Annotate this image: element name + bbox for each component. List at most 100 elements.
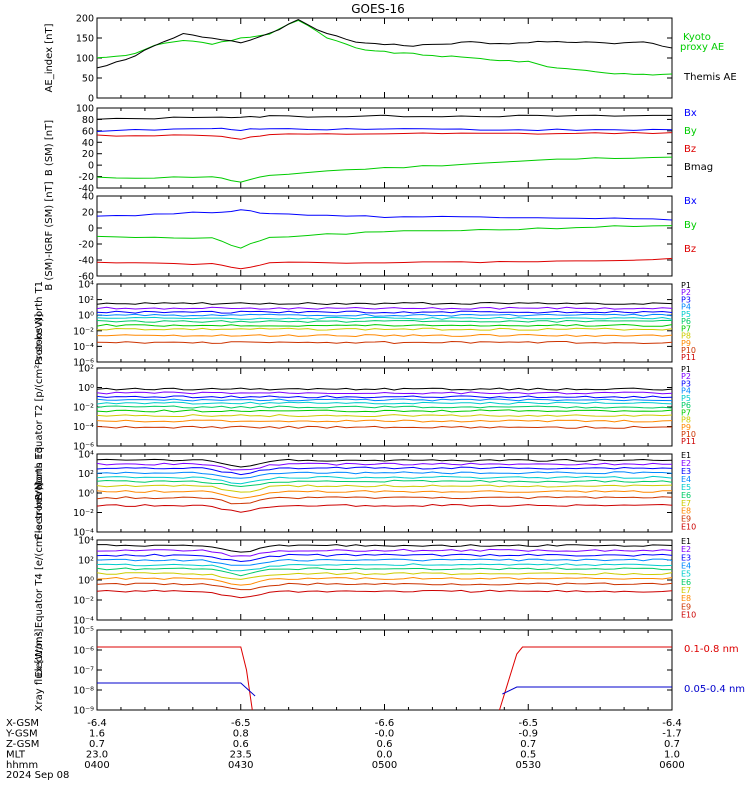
y-tick-label: 80: [82, 115, 94, 126]
row-value: 1.0: [664, 750, 680, 761]
y-axis-label: Electrons North T3: [34, 446, 45, 539]
row-value: -6.4: [87, 718, 107, 729]
flux-line: [96, 409, 673, 413]
y-tick-label: 10²: [78, 469, 94, 480]
panel-8: Xray flux [W/m²] 10⁻⁹ 10⁻⁸ 10⁻⁷ 10⁻⁶ 10⁻⁵ 0.1-…: [34, 626, 745, 717]
legend-proxy-ae: proxy AE: [680, 42, 724, 53]
channel-label: P10: [681, 346, 696, 355]
legend-entry: Bz: [684, 144, 696, 155]
flux-line: [96, 306, 673, 310]
flux-line: [96, 395, 673, 399]
channel-label: E4: [681, 561, 691, 570]
y-tick-label: 100: [76, 104, 94, 115]
channel-label: P2: [681, 288, 691, 297]
channel-label: P3: [681, 295, 691, 304]
flux-line: [96, 340, 673, 345]
y-tick-label: 10⁴: [78, 450, 94, 461]
legend-xray-long: 0.1-0.8 nm: [684, 644, 739, 655]
channel-label: E1: [681, 451, 691, 460]
legend-entry: By: [684, 220, 697, 231]
panel-3: B (SM)-IGRF (SM) [nT] -60 -40 -20 0 20 40 Bx By B…: [44, 181, 697, 290]
panel-frame: [96, 453, 673, 533]
channel-label: E1: [681, 537, 691, 546]
flux-line: [96, 471, 673, 479]
flux-line: [96, 391, 673, 395]
y-tick-label: 10⁰: [78, 311, 94, 322]
legend-entry: Bx: [684, 196, 697, 207]
channel-label: P1: [681, 281, 691, 290]
row-label: Y-GSM: [5, 729, 38, 740]
channel-label: E8: [681, 594, 691, 603]
y-tick-label: 10²: [78, 556, 94, 567]
channel-label: P8: [681, 416, 691, 425]
y-tick-label: 200: [76, 14, 94, 25]
legend-xray-short: 0.05-0.4 nm: [684, 684, 745, 695]
channel-label: E4: [681, 475, 691, 484]
y-tick-label: 10⁻⁶: [73, 358, 94, 369]
y-tick-label: 10⁻⁷: [73, 666, 94, 677]
y-tick-label: 10⁰: [78, 489, 94, 500]
flux-line: [96, 503, 673, 513]
flux-line: [96, 323, 673, 327]
row-value: 1.6: [89, 729, 105, 740]
y-tick-label: -40: [78, 256, 94, 267]
panel-5: Protons Equator T2 [p/(cm²-s-sr-keV)] 10⁻…: [34, 314, 696, 501]
y-tick-label: 40: [82, 192, 94, 203]
y-tick-label: 20: [82, 149, 94, 160]
flux-line: [96, 572, 673, 580]
y-tick-label: 10⁻²: [73, 403, 94, 414]
row-value: 0.6: [377, 739, 393, 750]
row-value: -0.0: [375, 729, 395, 740]
flux-line: [96, 333, 673, 338]
y-tick-label: 50: [82, 74, 94, 85]
channel-label: E6: [681, 491, 691, 500]
row-value: -6.4: [662, 718, 682, 729]
y-tick-label: 10⁻²: [73, 326, 94, 337]
row-value: -6.5: [231, 718, 251, 729]
y-axis-label: Protons North T1: [34, 281, 45, 365]
flux-line: [96, 479, 673, 488]
channel-label: E5: [681, 570, 691, 579]
flux-line: [96, 387, 673, 391]
row-label: Z-GSM: [6, 739, 39, 750]
flux-line: [96, 313, 673, 317]
y-tick-label: 10⁴: [78, 280, 94, 291]
channel-label: P9: [681, 339, 691, 348]
row-value: 0.6: [233, 739, 249, 750]
series-line: [96, 18, 673, 69]
row-value: 0.0: [377, 750, 393, 761]
flux-line: [96, 405, 673, 409]
channel-label: E8: [681, 507, 691, 516]
panel-7: Electrons Equator T4 [e/(cm²-s-sr-keV)] 1…: [34, 482, 696, 677]
y-tick-label: 10⁻⁶: [73, 646, 94, 657]
channel-label: P5: [681, 310, 691, 319]
xray-long-line: [499, 646, 672, 711]
xray-short-line: [502, 686, 672, 695]
y-tick-label: 10²: [78, 364, 94, 375]
y-tick-label: 10⁻²: [73, 508, 94, 519]
y-tick-label: 20: [82, 208, 94, 219]
channel-label: E9: [681, 602, 691, 611]
channel-label: E2: [681, 545, 691, 554]
row-value: 0530: [516, 760, 541, 771]
channel-label: P3: [681, 379, 691, 388]
row-value: 0.8: [233, 729, 249, 740]
row-value: 23.5: [230, 750, 252, 761]
flux-line: [96, 548, 673, 557]
flux-line: [96, 475, 673, 485]
flux-line: [96, 466, 673, 476]
channel-label: E9: [681, 515, 691, 524]
legend-kyoto: Kyoto: [683, 32, 711, 43]
flux-line: [96, 316, 673, 320]
y-axis-label: B (SM)-IGRF (SM) [nT]: [44, 181, 55, 290]
channel-label: E10: [681, 523, 696, 532]
row-value: -6.5: [518, 718, 538, 729]
y-tick-label: -60: [78, 272, 94, 283]
row-value: 0400: [84, 760, 109, 771]
panel-frame: [96, 629, 673, 711]
series-line: [96, 127, 673, 132]
